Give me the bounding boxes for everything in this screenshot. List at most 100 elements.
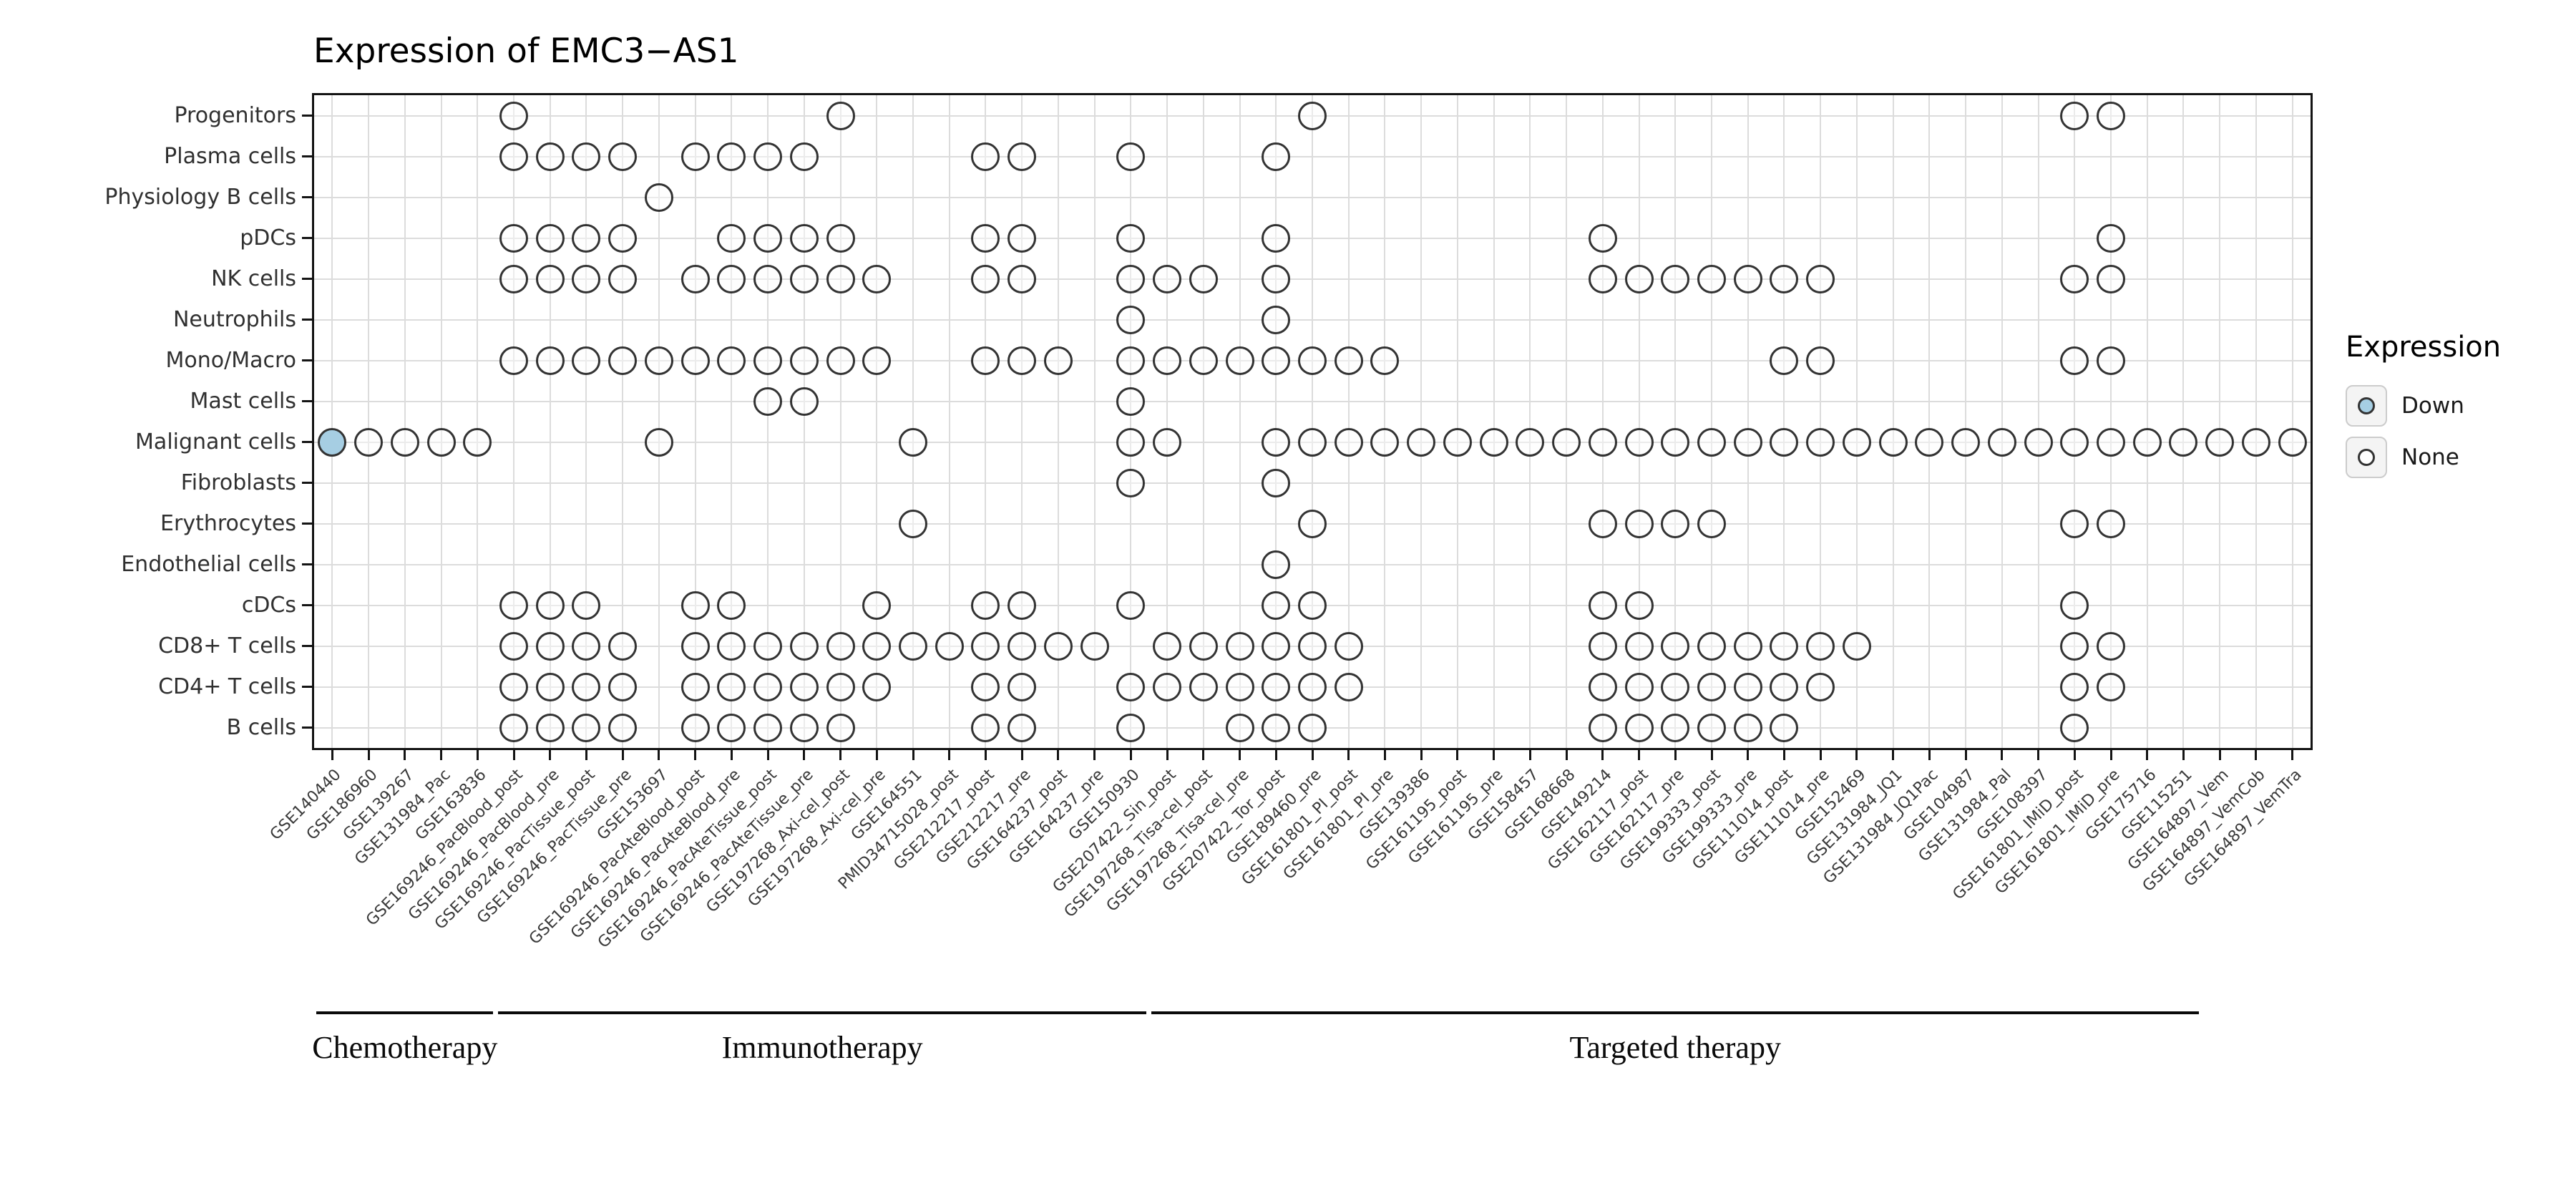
expression-dot-none [572, 223, 601, 253]
expression-dot-none [789, 223, 819, 253]
expression-dot-none [1262, 142, 1291, 171]
grid-line-vertical [1347, 95, 1350, 748]
x-axis-tick [1347, 750, 1350, 760]
expression-dot-none [2169, 427, 2198, 457]
grid-line-vertical [839, 95, 841, 748]
x-axis-label: GSE161801_PI_post [1238, 766, 1362, 889]
y-axis-tick [302, 319, 312, 321]
x-axis-label: GSE197268_Tisa-cel_post [1060, 766, 1216, 922]
x-axis-tick [948, 750, 951, 760]
expression-dot-none [1370, 427, 1400, 457]
grid-line-vertical [1093, 95, 1096, 748]
x-axis-label: GSE161801_IMiD_post [1949, 766, 2087, 904]
expression-dot-none [1298, 672, 1327, 701]
x-axis-label: GSE161801_IMiD_pre [1991, 766, 2124, 898]
expression-dot-none [1334, 346, 1363, 375]
x-axis-label: GSE153697 [593, 766, 672, 844]
expression-dot-none [1770, 264, 1799, 293]
expression-dot-none [499, 101, 528, 130]
expression-dot-none [971, 142, 1000, 171]
down-dot-icon [2358, 397, 2375, 414]
y-axis-label: Plasma cells [164, 143, 296, 169]
x-axis-label: GSE169246_PacTissue_post [431, 766, 600, 933]
expression-dot-none [1116, 305, 1146, 334]
expression-dot-none [1697, 672, 1726, 701]
expression-dot-none [2024, 427, 2053, 457]
grid-line-vertical [585, 95, 587, 748]
expression-dot-none [2132, 427, 2162, 457]
expression-dot-none [2205, 427, 2235, 457]
expression-dot-none [1733, 427, 1762, 457]
expression-dot-none [572, 631, 601, 661]
y-axis-label: cDCs [241, 592, 296, 618]
expression-dot-none [572, 142, 601, 171]
expression-dot-none [789, 713, 819, 742]
grid-line-vertical [1783, 95, 1785, 748]
x-axis-label: GSE140440 [267, 766, 346, 844]
y-axis-tick [302, 441, 312, 443]
expression-dot-none [1770, 672, 1799, 701]
expression-dot-none [644, 183, 673, 212]
grid-line-vertical [1892, 95, 1894, 748]
x-axis-tick [1710, 750, 1713, 760]
y-axis-label: CD8+ T cells [158, 633, 296, 658]
expression-dot-none [1443, 427, 1472, 457]
x-axis-label: GSE164551 [847, 766, 926, 844]
expression-dot-none [1008, 223, 1037, 253]
expression-dot-none [535, 713, 565, 742]
x-axis-tick [2073, 750, 2076, 760]
expression-dot-none [1225, 672, 1254, 701]
x-axis-label: GSE163836 [412, 766, 490, 844]
expression-dot-none [789, 672, 819, 701]
x-axis-tick [730, 750, 733, 760]
x-axis-label: GSE139386 [1356, 766, 1434, 844]
expression-dot-none [1298, 509, 1327, 538]
x-axis-label: GSE152469 [1791, 766, 1870, 844]
x-axis-tick [2255, 750, 2258, 760]
x-axis-label: GSE150930 [1065, 766, 1144, 844]
x-axis-label: GSE207422_Sin_post [1049, 766, 1180, 897]
x-axis-tick [2037, 750, 2040, 760]
expression-dot-none [1262, 223, 1291, 253]
grid-line-vertical [803, 95, 805, 748]
expression-dot-none [717, 713, 746, 742]
x-axis-label: GSE139267 [339, 766, 418, 844]
group-label-targeted-therapy: Targeted therapy [1569, 1030, 1781, 1065]
expression-dot-none [535, 631, 565, 661]
expression-dot-none [608, 223, 638, 253]
legend-item-down: Down [2346, 385, 2501, 427]
expression-dot-none [572, 264, 601, 293]
y-axis-label: pDCs [240, 225, 296, 251]
x-axis-label: GSE207422_Tor_post [1159, 766, 1289, 895]
expression-dot-none [1770, 631, 1799, 661]
expression-dot-none [1116, 672, 1146, 701]
expression-dot-none [1262, 672, 1291, 701]
grid-line-vertical [694, 95, 696, 748]
x-axis-tick [803, 750, 806, 760]
expression-dot-none [1624, 509, 1654, 538]
expression-dot-none [1262, 550, 1291, 579]
expression-dot-none [2097, 427, 2125, 457]
y-axis-label: Fibroblasts [180, 470, 296, 495]
expression-dot-none [2060, 427, 2089, 457]
expression-dot-none [1842, 631, 1871, 661]
expression-dot-none [499, 631, 528, 661]
expression-dot-none [1697, 713, 1726, 742]
expression-dot-none [390, 427, 419, 457]
expression-dot-none [1624, 713, 1654, 742]
x-axis-tick [1493, 750, 1496, 760]
expression-dot-none [1116, 590, 1146, 620]
grid-line-horizontal [314, 482, 2311, 484]
expression-dot-none [608, 631, 638, 661]
grid-line-vertical [912, 95, 914, 748]
x-axis-label: GSE169246_PacAteBlood_pre [567, 766, 745, 943]
grid-line-vertical [2001, 95, 2003, 748]
expression-dot-none [1661, 427, 1690, 457]
group-line-chemotherapy [316, 1011, 494, 1014]
x-axis-label: GSE164237_post [963, 766, 1071, 874]
expression-dot-none [1370, 346, 1400, 375]
expression-dot-none [1588, 509, 1617, 538]
x-axis-label: GSE169246_PacAteBlood_post [525, 766, 708, 948]
expression-dot-none [499, 672, 528, 701]
x-axis-label: GSE197268_Axi-cel_pre [744, 766, 889, 911]
